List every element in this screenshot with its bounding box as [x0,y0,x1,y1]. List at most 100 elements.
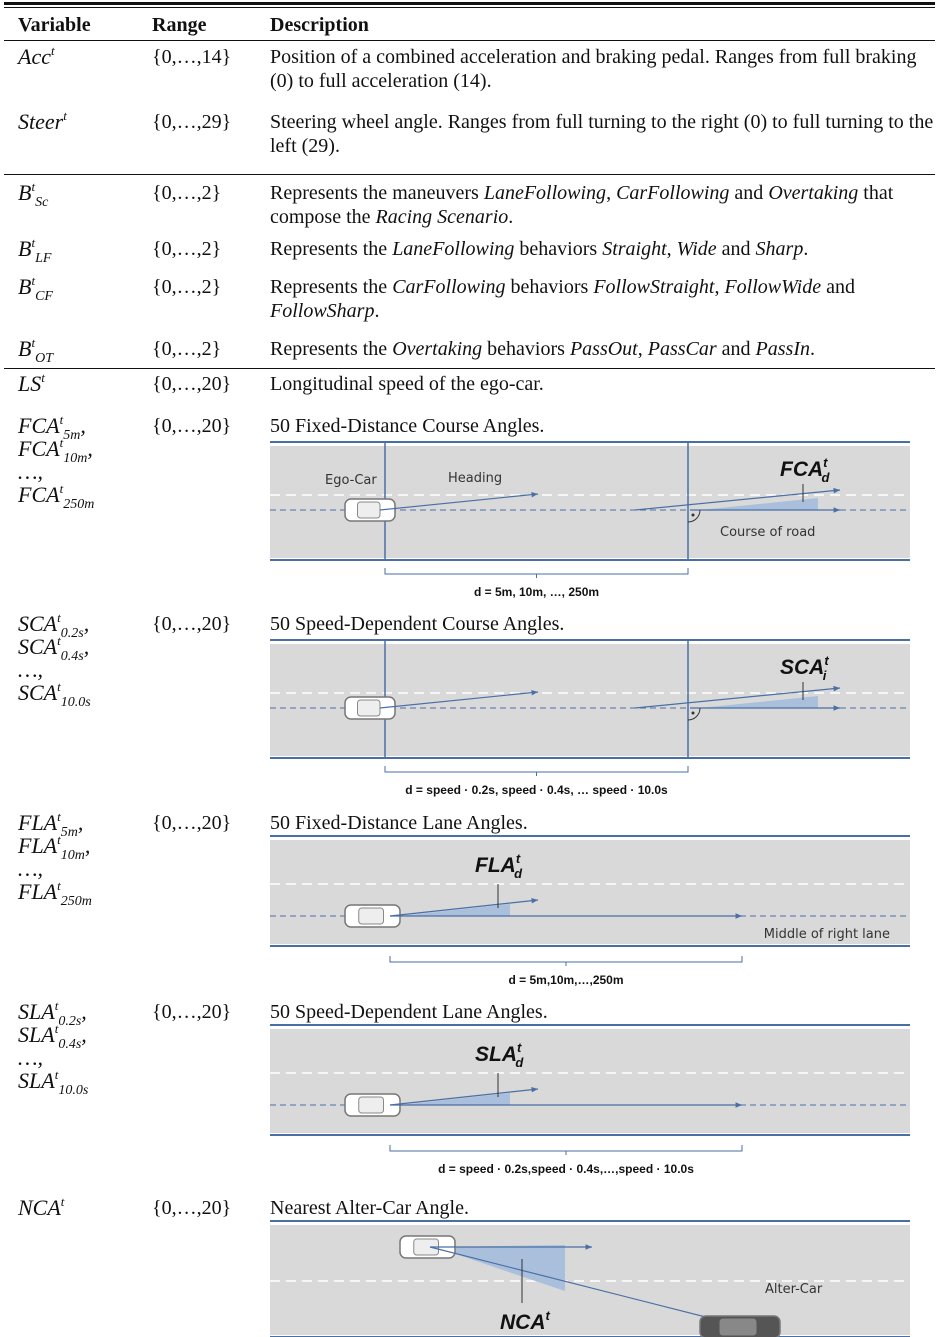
symbol-sup: t [41,370,45,385]
description-text: Overtaking [392,338,482,360]
description: Position of a combined acceleration and … [270,45,936,93]
range: {0,…,20} [152,414,231,438]
description-text: Represents the [270,338,392,360]
variable: FCAt5m,FCAt10m,…,FCAt250m [18,414,94,506]
symbol-sup: t [60,435,64,450]
description-text: and [717,238,756,260]
description-text: , [714,276,724,298]
symbol-sup: t [31,235,35,250]
description-text: 50 Fixed-Distance Lane Angles. [270,812,528,834]
symbol-base: B [18,236,31,261]
symbol-tail: , [80,413,86,438]
description-text: PassCar [648,338,717,360]
symbol-base: B [18,180,31,205]
ego-label: Ego-Car [325,473,377,488]
variable-line: SLAt10.0s [18,1069,88,1092]
description: 50 Fixed-Distance Course Angles. [270,414,936,438]
symbol-base: SLA [475,1043,517,1066]
description-text: FollowWide [724,276,821,298]
symbol-sub: 0.4s [58,1037,81,1052]
variable-line: Steert [18,110,67,133]
symbol-sup: t [60,481,64,496]
variable-line: FLAt5m, [18,811,92,834]
variable-line: LSt [18,372,45,395]
description-text: Represents the [270,238,392,260]
symbol-sup: t [63,108,67,123]
symbol-base: B [18,336,31,361]
symbol-base: SLA [18,1022,55,1047]
description-text: LaneFollowing [392,238,514,260]
distance-bracket [390,956,742,966]
description-text: . [810,338,815,360]
range: {0,…,20} [152,612,231,636]
range: {0,…,29} [152,110,231,134]
angle-label: NCAt [500,1308,551,1334]
symbol-sup: t [55,998,59,1013]
rule [4,2,935,5]
symbol-sub: d [515,1055,524,1070]
variable: BtCF [18,275,53,298]
symbol-sup: t [31,335,35,350]
description: Longitudinal speed of the ego-car. [270,372,936,396]
description-text: Wide [677,238,717,260]
range: {0,…,20} [152,811,231,835]
symbol-sup: t [51,43,55,58]
car-cabin [359,908,384,924]
symbol-base: LS [18,371,41,396]
symbol-tail: , [81,1022,87,1047]
variable-line: SCAt0.4s, [18,635,91,658]
variable-line: SLAt0.4s, [18,1023,88,1046]
car-cabin [359,1097,384,1113]
description-text: behaviors [482,338,570,360]
range: {0,…,2} [152,181,221,205]
description-text: . [374,300,379,322]
symbol-base: FLA [475,854,516,877]
description-text: Steering wheel angle. Ranges from full t… [270,111,933,157]
range: {0,…,2} [152,337,221,361]
symbol-base: …, [18,856,43,881]
distance-bracket [390,1145,742,1155]
variable-line: SCAt10.0s [18,681,91,704]
symbol-base: SLA [18,999,55,1024]
description-text: 50 Fixed-Distance Course Angles. [270,415,544,437]
description-text: 50 Speed-Dependent Lane Angles. [270,1001,548,1023]
variable: FLAt5m,FLAt10m,…,FLAt250m [18,811,92,903]
description-text: Nearest Alter-Car Angle. [270,1197,469,1219]
variable: Acct [18,45,55,68]
symbol-tail: , [87,436,93,461]
variable-line: FCAt10m, [18,437,94,460]
description: Represents the Overtaking behaviors Pass… [270,337,936,361]
description-text: , [606,182,616,204]
distance-label: d = 5m,10m,…,250m [508,973,623,987]
description: Represents the CarFollowing behaviors Fo… [270,275,936,323]
symbol-base: NCA [500,1311,546,1334]
symbol-base: SCA [780,656,824,679]
description-text: Represents the maneuvers [270,182,484,204]
distance-label: d = 5m, 10m, …, 250m [474,585,599,599]
distance-label: d = speed · 0.2s, speed · 0.4s, … speed … [405,783,668,797]
diagram: FLAtdMiddle of right laned = 5m,10m,…,25… [270,834,910,992]
symbol-base: FCA [18,413,60,438]
description-text: . [803,238,808,260]
variable: BtOT [18,337,53,360]
symbol-tail: , [81,999,87,1024]
range: {0,…,2} [152,275,221,299]
symbol-tail: , [84,611,90,636]
rule [4,368,935,369]
variable-line: BtOT [18,337,53,360]
symbol-base: FLA [18,879,57,904]
variable-line: FLAt10m, [18,834,92,857]
symbol-sub: Sc [35,195,48,210]
symbol-sub: 250m [61,894,92,909]
distance-bracket [385,766,688,776]
description: 50 Speed-Dependent Course Angles. [270,612,936,636]
car-cabin [358,700,381,716]
symbol-sub: 10.0s [58,1083,88,1098]
symbol-sub: d [514,866,523,881]
symbol-sup: t [55,1021,59,1036]
car-cabin [358,502,381,518]
page: Variable Range Description Acct{0,…,14}P… [0,0,939,1337]
symbol-tail: , [78,810,84,835]
